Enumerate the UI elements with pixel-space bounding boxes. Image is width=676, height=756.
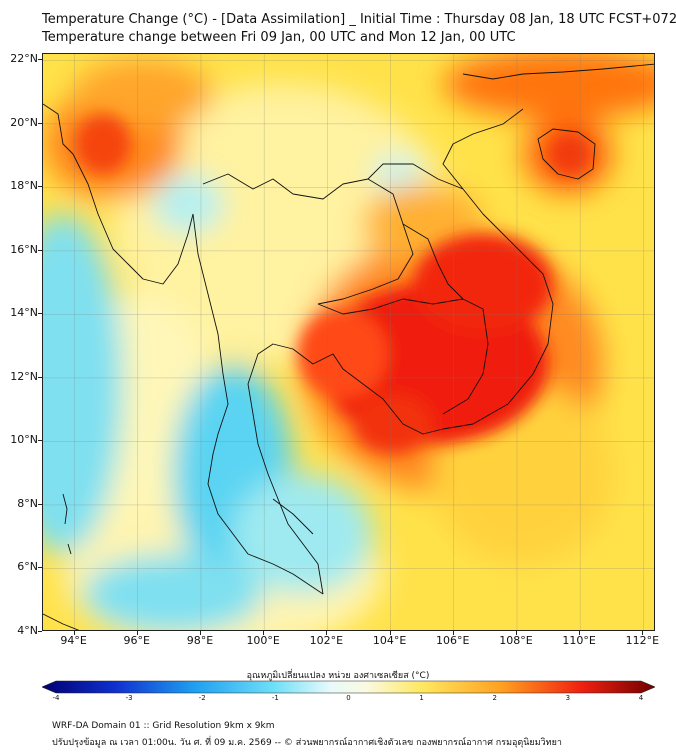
colorbar-tick-label: 1 <box>419 694 424 702</box>
colorbar-title: อุณหภูมิเปลี่ยนแปลง หน่วย องศาเซลเซียส (… <box>246 671 430 681</box>
border-malaysia <box>272 498 314 535</box>
field-patches <box>43 54 654 630</box>
longitude-label: 94°E <box>60 634 87 647</box>
latitude-label: 6°N <box>17 560 38 574</box>
latitude-label: 16°N <box>10 242 38 256</box>
latitude-tick <box>38 376 42 378</box>
graticule <box>43 54 654 630</box>
colorbar-tick-label: 2 <box>492 694 497 702</box>
coast-china <box>462 63 654 80</box>
coast-andaman-peninsula <box>192 213 324 595</box>
latitude-tick <box>38 186 42 188</box>
longitude-tick <box>263 631 265 635</box>
coastlines <box>43 63 654 630</box>
colorbar <box>42 680 655 694</box>
latitude-label: 20°N <box>10 115 38 129</box>
field-hot-core <box>75 114 592 454</box>
latitude-tick <box>38 567 42 569</box>
zone-warm-yunnan <box>73 59 213 129</box>
latitude-label: 10°N <box>10 433 38 447</box>
longitude-label: 104°E <box>372 634 407 647</box>
colorbar-tick-label: -2 <box>198 694 206 702</box>
longitude-tick <box>73 631 75 635</box>
longitude-tick <box>642 631 644 635</box>
coast-vietnam <box>442 108 554 430</box>
colorbar-tick-label: 3 <box>565 694 571 702</box>
core-hot-myanmar <box>75 114 131 174</box>
chart-subtitle: Temperature change between Fri 09 Jan, 0… <box>42 30 516 45</box>
latitude-label: 8°N <box>17 496 38 510</box>
core-hot-west <box>298 309 388 399</box>
map-svg <box>43 54 654 630</box>
zone-cool-north <box>153 174 223 234</box>
colorbar-tick-label: -4 <box>52 694 60 702</box>
longitude-label: 106°E <box>436 634 470 647</box>
longitude-label: 100°E <box>246 634 280 647</box>
longitude-tick <box>452 631 454 635</box>
colorbar-bar <box>42 680 655 694</box>
colorbar-tick-label: -3 <box>125 694 133 702</box>
longitude-label: 110°E <box>562 634 596 647</box>
longitude-tick <box>389 631 391 635</box>
longitude-tick <box>199 631 201 635</box>
core-hot-hainan <box>548 132 592 176</box>
latitude-label: 14°N <box>10 306 38 320</box>
longitude-label: 96°E <box>123 634 150 647</box>
latitude-tick <box>38 249 42 251</box>
longitude-tick <box>136 631 138 635</box>
latitude-tick <box>38 503 42 505</box>
latitude-label: 12°N <box>10 369 38 383</box>
chart-title: Temperature Change (°C) - [Data Assimila… <box>42 12 676 27</box>
longitude-tick <box>515 631 517 635</box>
latitude-label: 18°N <box>10 179 38 193</box>
longitude-label: 102°E <box>309 634 344 647</box>
island-sumatra-edge <box>43 613 80 630</box>
latitude-label: 22°N <box>10 52 38 66</box>
coast-hainan <box>537 128 596 180</box>
border-laos-vietnam <box>367 163 464 190</box>
longitude-label: 112°E <box>625 634 660 647</box>
zone-cool-gulf <box>233 474 373 594</box>
latitude-tick <box>38 313 42 315</box>
zone-cool-west <box>43 214 123 554</box>
longitude-label: 98°E <box>186 634 214 647</box>
zone-cool-south <box>83 554 263 630</box>
temperature-change-map[interactable] <box>42 53 655 631</box>
zone-warm-china <box>443 54 654 119</box>
core-hot-vietnam <box>413 234 553 334</box>
latitude-tick <box>38 59 42 61</box>
core-hot-delta <box>353 394 433 454</box>
longitude-tick <box>579 631 581 635</box>
latitude-tick <box>38 631 42 632</box>
island-andaman <box>62 493 72 555</box>
border-laos <box>402 223 464 300</box>
latitude-label: 4°N <box>17 624 38 637</box>
coast-myanmar-west <box>43 103 194 285</box>
colorbar-tick-label: -1 <box>271 694 279 702</box>
colorbar-tick-label: 4 <box>638 694 644 702</box>
footer-resolution: WRF-DA Domain 01 :: Grid Resolution 9km … <box>52 721 275 731</box>
coast-gulf-thailand <box>247 343 444 595</box>
longitude-tick <box>326 631 328 635</box>
latitude-tick <box>38 440 42 442</box>
colorbar-tick-label: 0 <box>346 694 351 702</box>
longitude-label: 108°E <box>499 634 533 647</box>
latitude-tick <box>38 122 42 124</box>
footer-update: ปรับปรุงข้อมูล ณ เวลา 01:00น. วัน ศ. ที่… <box>52 738 562 748</box>
